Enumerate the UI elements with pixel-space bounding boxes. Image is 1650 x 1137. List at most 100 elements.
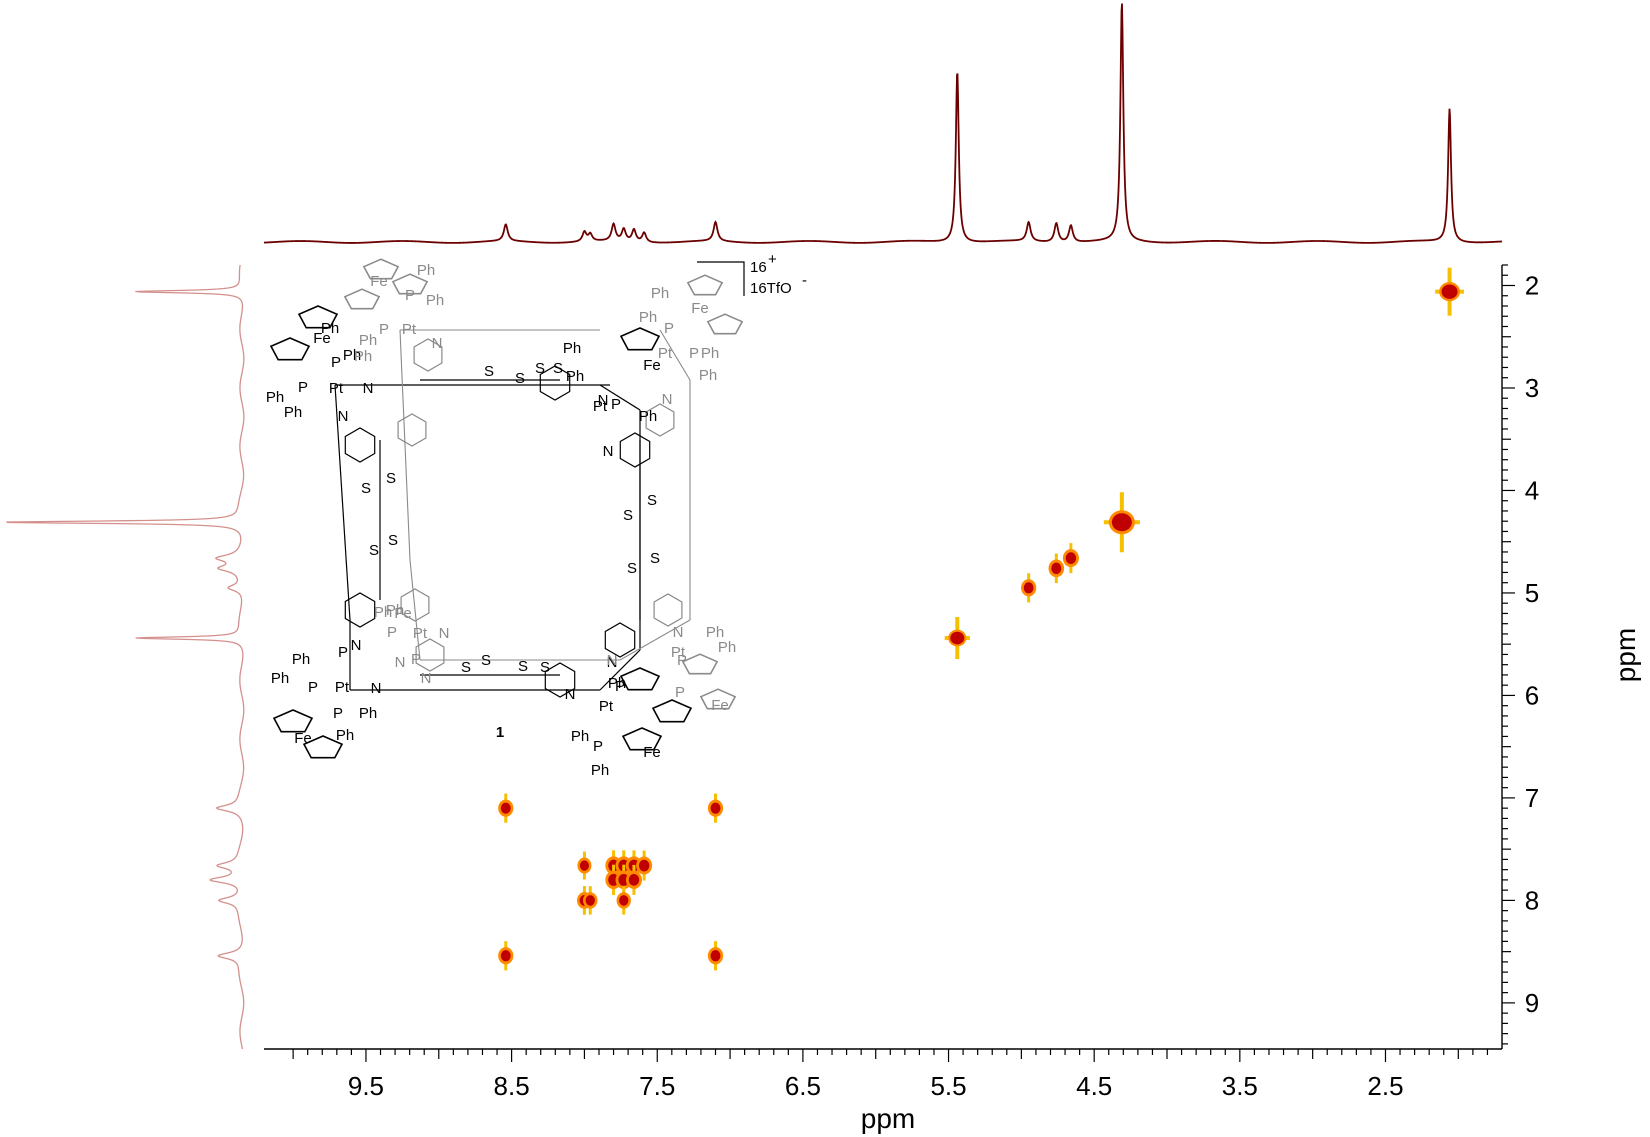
- atom-label: Pt: [413, 625, 428, 642]
- charge-bracket: [697, 261, 745, 296]
- atom-label: N: [363, 380, 374, 397]
- charge-sign: +: [768, 251, 777, 268]
- atom-label: P: [689, 345, 699, 362]
- y-tick-label: 7: [1525, 783, 1539, 813]
- top-projection-trace: [263, 3, 1503, 244]
- cp-ring: [391, 273, 429, 295]
- atom-label: P: [387, 624, 397, 641]
- atom-label: Ph: [417, 262, 435, 279]
- atom-label: Ph: [284, 404, 302, 421]
- atom-label: Fe: [294, 730, 312, 747]
- y-tick-label: 6: [1525, 680, 1539, 710]
- y-tick-label: 4: [1525, 475, 1539, 505]
- cp-ring: [706, 313, 744, 335]
- ring: [344, 427, 376, 463]
- x-tick-label: 3.5: [1222, 1071, 1258, 1101]
- atom-label: Fe: [711, 697, 729, 714]
- cross-peak: [636, 850, 653, 881]
- cross-peak: [616, 886, 631, 915]
- cp-ring: [619, 667, 661, 691]
- atom-label: P: [333, 705, 343, 722]
- cross-peak: [707, 793, 724, 823]
- cross-peak: [707, 941, 724, 971]
- atom-label: Ph: [336, 727, 354, 744]
- atom-label: P: [308, 679, 318, 696]
- chemical-structure-drawing: FeFeFeFePtPtPtPtPPPPPPPPPhPhPhPhPhPhPhPh…: [266, 251, 807, 779]
- bond: [659, 329, 691, 381]
- atom-label: N: [338, 408, 349, 425]
- charge-label: 16: [750, 259, 767, 276]
- atom-label: S: [647, 492, 657, 509]
- atom-label: Ph: [386, 602, 404, 619]
- x-tick-label: 6.5: [785, 1071, 821, 1101]
- atom-label: P: [331, 354, 341, 371]
- atom-label: Fe: [370, 273, 388, 290]
- atom-label: Ph: [426, 292, 444, 309]
- cross-peak: [1021, 573, 1037, 603]
- left-projection-trace: [6, 264, 245, 1050]
- atom-label: Ph: [292, 651, 310, 668]
- atom-label: Ph: [608, 675, 626, 692]
- x-tick-label: 2.5: [1367, 1071, 1403, 1101]
- cross-peak: [583, 886, 598, 915]
- atom-label: S: [481, 652, 491, 669]
- atom-label: N: [607, 652, 618, 669]
- cp-ring: [297, 305, 339, 329]
- atom-label: S: [627, 560, 637, 577]
- atom-label: Pt: [335, 679, 350, 696]
- y-tick-label: 9: [1525, 988, 1539, 1018]
- atom-label: P: [611, 396, 621, 413]
- y-axis-title: ppm: [1610, 628, 1641, 682]
- atom-label: N: [607, 654, 618, 671]
- bond: [599, 649, 641, 691]
- atom-label: Pt: [329, 380, 344, 397]
- atom-label: S: [484, 363, 494, 380]
- ring: [344, 592, 376, 628]
- atom-label: N: [673, 624, 684, 641]
- atom-label: Ph: [718, 639, 736, 656]
- atom-label: S: [623, 507, 633, 524]
- atom-label: Ph: [359, 705, 377, 722]
- bond: [599, 384, 641, 411]
- cross-peak: [498, 793, 514, 823]
- cross-peak: [498, 941, 514, 971]
- cp-ring: [302, 735, 344, 759]
- counterion-sign: -: [802, 272, 807, 289]
- atom-label: Pt: [599, 698, 614, 715]
- ring: [653, 593, 683, 627]
- x-axis: 9.5 8.5 7.5 6.5 5.5 4.5 3.5 2.5: [264, 1048, 1502, 1101]
- ring: [397, 413, 427, 447]
- atom-label: N: [351, 637, 362, 654]
- atom-label: Ph: [566, 368, 584, 385]
- x-tick-label: 7.5: [639, 1071, 675, 1101]
- atom-label: S: [386, 470, 396, 487]
- atom-label: Fe: [691, 300, 709, 317]
- atom-label: S: [388, 532, 398, 549]
- atom-label: Ph: [639, 408, 657, 425]
- cp-ring: [362, 258, 400, 280]
- atom-label: S: [535, 360, 545, 377]
- y-tick-label: 5: [1525, 578, 1539, 608]
- atom-label: N: [598, 392, 609, 409]
- atom-label: P: [405, 287, 415, 304]
- atom-label: P: [677, 652, 687, 669]
- cross-peak-contours: [498, 267, 1464, 971]
- cross-peak: [1103, 492, 1140, 553]
- ring: [400, 588, 430, 622]
- atom-label: P: [664, 320, 674, 337]
- x-tick-label: 5.5: [930, 1071, 966, 1101]
- atom-label: S: [540, 659, 550, 676]
- atom-label: Pt: [402, 321, 417, 338]
- atom-label: P: [593, 738, 603, 755]
- atom-label: P: [615, 678, 625, 695]
- x-tick-label: 9.5: [348, 1071, 384, 1101]
- atom-label: P: [675, 684, 685, 701]
- cross-peak: [1048, 553, 1065, 584]
- x-tick-label: 4.5: [1076, 1071, 1112, 1101]
- ring: [619, 432, 651, 468]
- atom-label: N: [662, 391, 673, 408]
- ring: [544, 662, 576, 698]
- bond: [409, 559, 421, 661]
- cross-peak: [1435, 267, 1464, 316]
